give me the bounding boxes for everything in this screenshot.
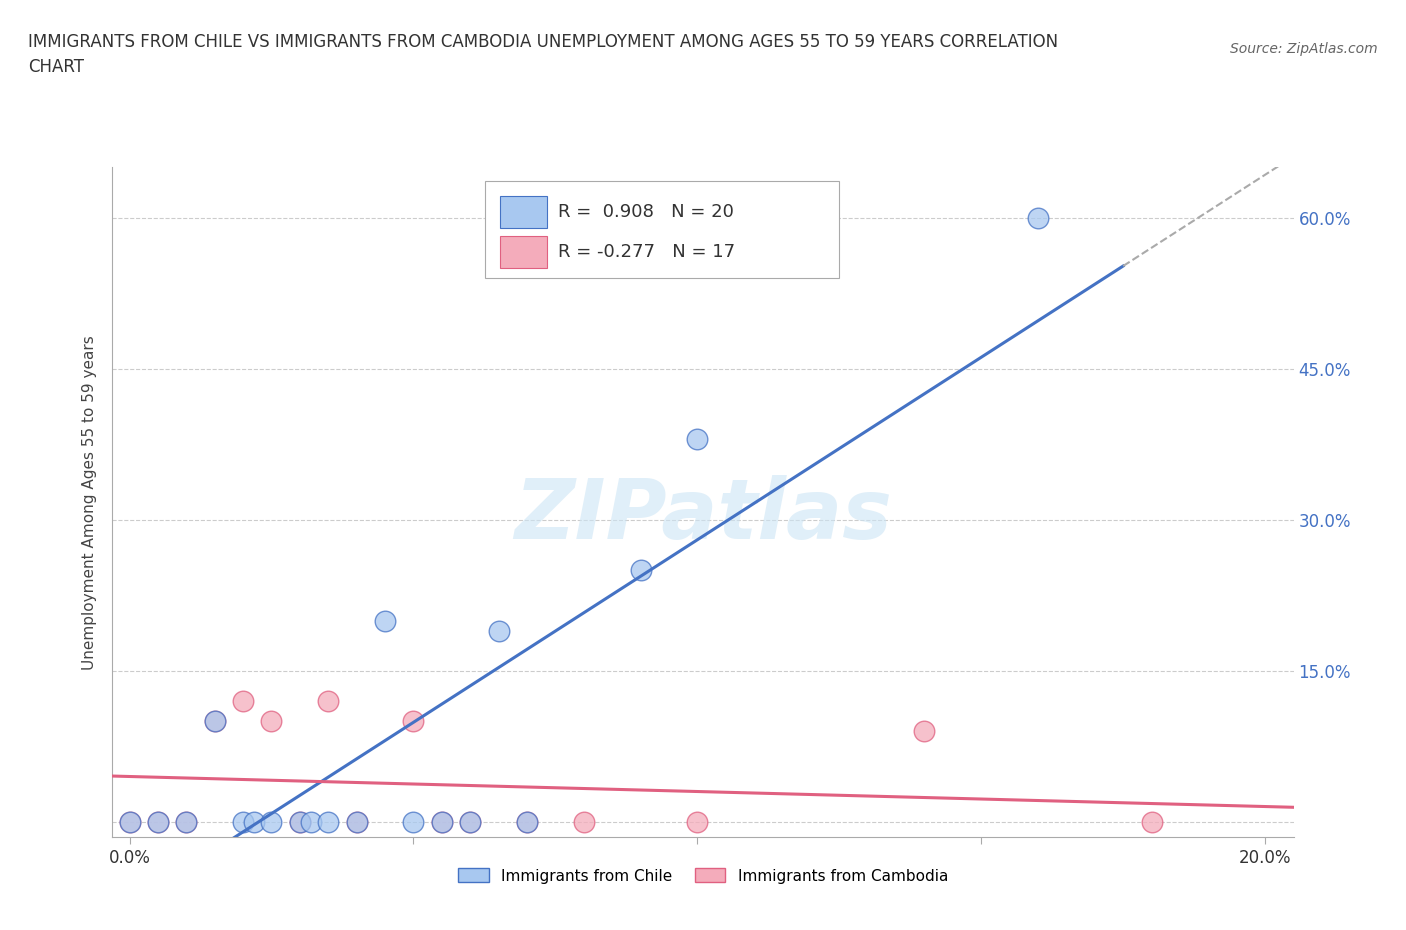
Point (402, 815, 425, 830)
Point (288, 815, 311, 830)
Point (174, 815, 197, 830)
Point (146, 815, 169, 830)
Point (516, 815, 538, 830)
Point (243, 815, 266, 830)
Point (204, 713, 226, 728)
Point (914, 724, 936, 738)
Y-axis label: Unemployment Among Ages 55 to 59 years: Unemployment Among Ages 55 to 59 years (82, 335, 97, 670)
Point (146, 815, 169, 830)
Point (118, 815, 141, 830)
Text: ZIPatlas: ZIPatlas (515, 475, 891, 556)
Point (174, 815, 197, 830)
Point (430, 815, 453, 830)
Point (118, 815, 141, 830)
Point (260, 815, 283, 830)
FancyBboxPatch shape (501, 195, 547, 228)
Point (488, 623, 510, 638)
Point (316, 694, 339, 709)
Text: Source: ZipAtlas.com: Source: ZipAtlas.com (1230, 42, 1378, 56)
Point (458, 815, 481, 830)
Point (686, 432, 709, 446)
FancyBboxPatch shape (501, 235, 547, 268)
Point (346, 815, 368, 830)
Point (686, 815, 709, 830)
Point (374, 613, 396, 628)
Point (232, 694, 254, 709)
Text: R =  0.908   N = 20: R = 0.908 N = 20 (558, 203, 734, 220)
Point (299, 815, 322, 830)
Point (402, 713, 425, 728)
Point (572, 815, 595, 830)
Point (630, 563, 652, 578)
Point (1140, 815, 1163, 830)
Point (430, 815, 453, 830)
Point (288, 815, 311, 830)
Point (346, 815, 368, 830)
Point (1026, 210, 1049, 225)
FancyBboxPatch shape (485, 180, 839, 278)
Point (204, 713, 226, 728)
Text: R = -0.277   N = 17: R = -0.277 N = 17 (558, 243, 735, 260)
Legend: Immigrants from Chile, Immigrants from Cambodia: Immigrants from Chile, Immigrants from C… (451, 862, 955, 890)
Text: IMMIGRANTS FROM CHILE VS IMMIGRANTS FROM CAMBODIA UNEMPLOYMENT AMONG AGES 55 TO : IMMIGRANTS FROM CHILE VS IMMIGRANTS FROM… (28, 33, 1059, 50)
Point (516, 815, 538, 830)
Text: CHART: CHART (28, 58, 84, 75)
Point (458, 815, 481, 830)
Point (260, 713, 283, 728)
Point (316, 815, 339, 830)
Point (232, 815, 254, 830)
